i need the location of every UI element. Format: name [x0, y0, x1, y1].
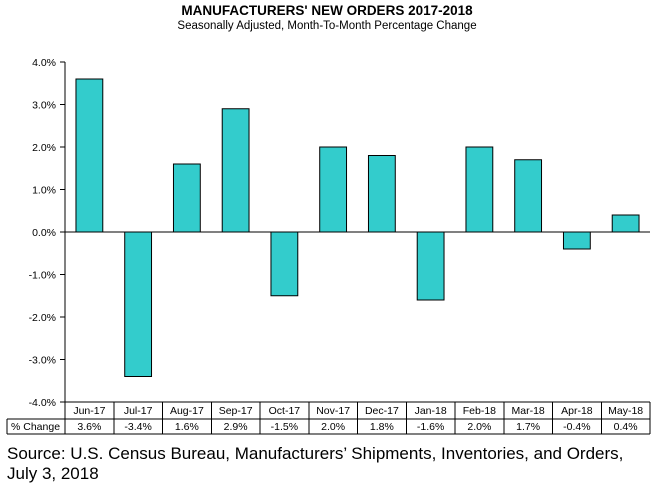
table-value: 2.0% [467, 421, 491, 433]
y-tick-label: 2.0% [32, 142, 56, 154]
table-value: 1.8% [370, 421, 394, 433]
source-note: Source: U.S. Census Bureau, Manufacturer… [7, 444, 624, 483]
bar-feb-18 [465, 146, 494, 233]
y-tick-label: -2.0% [29, 312, 56, 324]
table-value: 1.7% [516, 421, 540, 433]
x-category-label: Aug-17 [170, 405, 204, 417]
x-category-label: Feb-18 [463, 405, 496, 417]
bar-jan-18 [416, 231, 445, 301]
table-value: 2.9% [224, 421, 248, 433]
x-category-label: Mar-18 [511, 405, 544, 417]
table-value: -1.6% [417, 421, 444, 433]
bar-sep-17 [221, 108, 250, 233]
bar-dec-17 [367, 155, 396, 233]
x-category-label: Oct-17 [269, 405, 301, 417]
y-tick-label: -4.0% [29, 397, 56, 409]
y-tick-label: 3.0% [32, 100, 56, 112]
bar-oct-17 [270, 231, 299, 297]
y-tick-label: -3.0% [29, 355, 56, 367]
bar-may-18 [611, 214, 640, 233]
table-value: 1.6% [175, 421, 199, 433]
x-category-label: Sep-17 [219, 405, 253, 417]
x-category-label: Nov-17 [316, 405, 350, 417]
x-category-label: Jun-17 [73, 405, 105, 417]
bar-jul-17 [124, 231, 153, 377]
x-category-label: May-18 [608, 405, 643, 417]
table-row-label: % Change [11, 421, 60, 433]
bar-nov-17 [319, 146, 348, 233]
table-value: -0.4% [563, 421, 590, 433]
x-category-label: Apr-18 [561, 405, 593, 417]
bar-mar-18 [514, 159, 543, 233]
bar-aug-17 [172, 163, 201, 233]
y-tick-label: 1.0% [32, 185, 56, 197]
table-value: 2.0% [321, 421, 345, 433]
y-tick-label: -1.0% [29, 270, 56, 282]
bar-jun-17 [75, 78, 104, 233]
y-tick-label: 0.0% [32, 227, 56, 239]
chart-title: MANUFACTURERS' NEW ORDERS 2017-2018 [181, 3, 473, 18]
table-value: 0.4% [614, 421, 638, 433]
chart-subtitle: Seasonally Adjusted, Month-To-Month Perc… [177, 20, 477, 32]
bar-chart: 4.0% 3.0% 2.0% 1.0% 0.0% -1.0% -2.0% -3.0% -4.0%… [6, 57, 651, 435]
x-category-label: Dec-17 [365, 405, 399, 417]
table-value: -1.5% [271, 421, 298, 433]
bar-apr-18 [562, 231, 591, 250]
table-value: -3.4% [124, 421, 151, 433]
x-category-label: Jan-18 [415, 405, 447, 417]
y-tick-label: 4.0% [32, 57, 56, 69]
table-value: 3.6% [77, 421, 101, 433]
x-category-label: Jul-17 [124, 405, 153, 417]
